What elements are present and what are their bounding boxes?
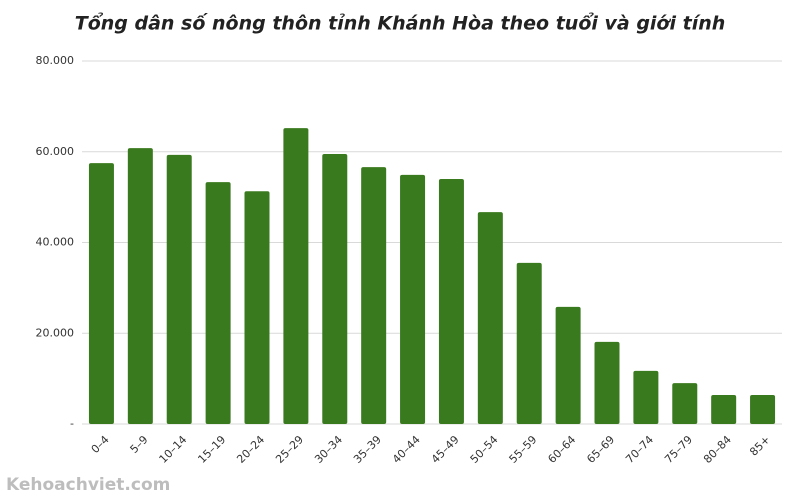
bar [400, 174, 426, 424]
x-tick-label: 65–69 [584, 433, 617, 466]
x-tick-label: 0–4 [89, 433, 112, 456]
bar [750, 394, 776, 424]
bar [244, 191, 270, 424]
y-tick-label: 40.000 [36, 236, 75, 249]
chart-title: Tổng dân số nông thôn tỉnh Khánh Hòa the… [75, 12, 726, 35]
bar [166, 154, 192, 424]
bar [672, 383, 698, 424]
x-tick-label: 20–24 [234, 433, 267, 466]
x-tick-label: 80–84 [701, 433, 734, 466]
bar [127, 148, 153, 424]
bar [361, 167, 387, 425]
x-tick-label: 75–79 [662, 433, 695, 466]
bar [555, 306, 581, 424]
y-tick-label: 60.000 [36, 145, 75, 158]
x-tick-label: 45–49 [429, 433, 462, 466]
x-tick-label: 60–64 [545, 433, 578, 466]
x-tick-label: 30–34 [312, 433, 345, 466]
x-tick-label: 50–54 [468, 433, 501, 466]
x-tick-label: 35–39 [351, 433, 384, 466]
y-tick-label: 20.000 [36, 326, 75, 339]
bar [438, 178, 464, 424]
x-tick-label: 85+ [747, 433, 773, 459]
bar [322, 154, 348, 425]
x-tick-label: 70–74 [623, 433, 656, 466]
x-tick-label: 40–44 [390, 433, 423, 466]
bar [88, 163, 114, 424]
y-tick-label: 80.000 [36, 54, 75, 67]
x-tick-label: 5–9 [128, 433, 151, 456]
bar [205, 182, 231, 424]
bar [516, 262, 542, 424]
bar [711, 394, 737, 424]
bar [594, 341, 620, 424]
bar [283, 128, 309, 424]
x-tick-label: 15–19 [195, 433, 228, 466]
bar [633, 370, 659, 424]
x-tick-label: 55–59 [507, 433, 540, 466]
x-tick-label: 25–29 [273, 433, 306, 466]
y-tick-label: - [70, 417, 74, 430]
x-tick-label: 10–14 [157, 433, 190, 466]
watermark: Kehoachviet.com [6, 475, 170, 495]
bar [477, 212, 503, 424]
